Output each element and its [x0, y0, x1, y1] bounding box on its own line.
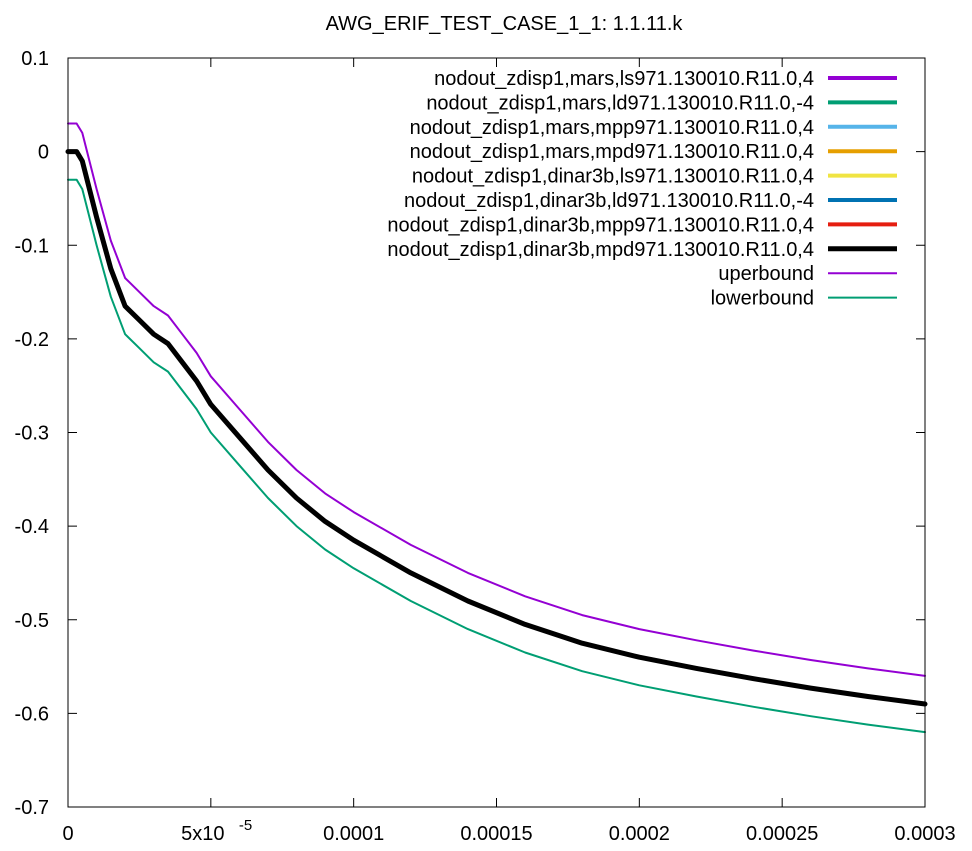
legend: nodout_zdisp1,mars,ls971.130010.R11.0,4n… — [387, 68, 897, 310]
series-line-8 — [67, 122, 926, 677]
legend-label: lowerbound — [711, 288, 814, 310]
x-tick-label: 0.00025 — [746, 823, 818, 845]
y-tick-label: -0.7 — [15, 797, 49, 819]
legend-label: nodout_zdisp1,dinar3b,mpd971.130010.R11.… — [387, 239, 814, 261]
legend-label: nodout_zdisp1,dinar3b,ls971.130010.R11.0… — [412, 166, 814, 188]
x-tick-label: 0.0002 — [609, 823, 670, 845]
x-tick-superscript: -5 — [239, 817, 252, 834]
series-line-9 — [67, 178, 926, 734]
y-tick-label: -0.4 — [15, 516, 49, 538]
series-line-7 — [65, 149, 928, 707]
y-tick-label: -0.2 — [15, 329, 49, 351]
y-tick-label: -0.1 — [15, 235, 49, 257]
x-tick-label: 0.00015 — [460, 823, 532, 845]
y-tick-label: 0.1 — [21, 48, 49, 70]
ticks-layer: 0.1 0 -0.1 -0.2 -0.3 -0.4 -0.5 -0.6 -0.7 0 5x10 -5 0… — [15, 48, 956, 845]
legend-label: nodout_zdisp1,mars,mpp971.130010.R11.0,4 — [410, 117, 814, 139]
x-tick-label: 0 — [62, 823, 73, 845]
legend-label: nodout_zdisp1,mars,ls971.130010.R11.0,4 — [434, 68, 814, 90]
y-tick-label: 0 — [38, 142, 49, 164]
x-tick-label: 0.0003 — [894, 823, 955, 845]
series-layer — [65, 122, 928, 734]
x-tick-label: 0.0001 — [323, 823, 384, 845]
legend-label: uperbound — [718, 263, 814, 285]
legend-label: nodout_zdisp1,mars,mpd971.130010.R11.0,4 — [410, 141, 814, 163]
x-tick-label: 5x10 — [181, 823, 224, 845]
legend-label: nodout_zdisp1,dinar3b,ld971.130010.R11.0… — [404, 190, 814, 212]
y-tick-label: -0.5 — [15, 610, 49, 632]
chart-title: AWG_ERIF_TEST_CASE_1_1: 1.1.11.k — [326, 13, 684, 35]
y-tick-label: -0.3 — [15, 423, 49, 445]
legend-label: nodout_zdisp1,dinar3b,mpp971.130010.R11.… — [387, 214, 814, 236]
legend-label: nodout_zdisp1,mars,ld971.130010.R11.0,-4 — [426, 92, 814, 114]
y-tick-label: -0.6 — [15, 703, 49, 725]
